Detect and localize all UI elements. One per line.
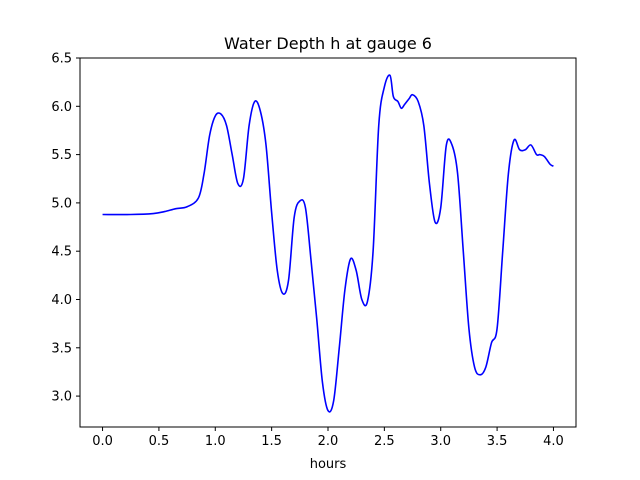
y-tick-label: 3.0 bbox=[51, 390, 72, 405]
y-tick-label: 4.5 bbox=[51, 245, 72, 260]
x-tick-label: 1.5 bbox=[261, 434, 282, 449]
x-tick-label: 2.0 bbox=[318, 434, 339, 449]
x-axis-label: hours bbox=[310, 457, 347, 472]
y-tick-label: 6.0 bbox=[51, 100, 72, 115]
x-tick-label: 1.0 bbox=[205, 434, 226, 449]
x-tick-label: 2.5 bbox=[374, 434, 395, 449]
chart-title: Water Depth h at gauge 6 bbox=[224, 34, 432, 53]
y-tick-label: 3.5 bbox=[51, 341, 72, 356]
series-line-0 bbox=[102, 74, 554, 413]
x-tick-label: 4.0 bbox=[543, 434, 564, 449]
x-tick-label: 0.0 bbox=[92, 434, 113, 449]
x-tick-label: 3.5 bbox=[487, 434, 508, 449]
plot-area bbox=[102, 74, 554, 413]
axes: 0.0 0.5 1.0 1.5 2.0 2.5 3.0 3.5 4.0 3.0 3.5 4.0 4.5 5… bbox=[51, 52, 577, 449]
y-tick-label: 4.0 bbox=[51, 293, 72, 308]
y-tick-label: 5.0 bbox=[51, 196, 72, 211]
x-tick-label: 0.5 bbox=[149, 434, 170, 449]
y-tick-label: 5.5 bbox=[51, 148, 72, 163]
y-tick-label: 6.5 bbox=[51, 52, 72, 67]
x-tick-label: 3.0 bbox=[430, 434, 451, 449]
